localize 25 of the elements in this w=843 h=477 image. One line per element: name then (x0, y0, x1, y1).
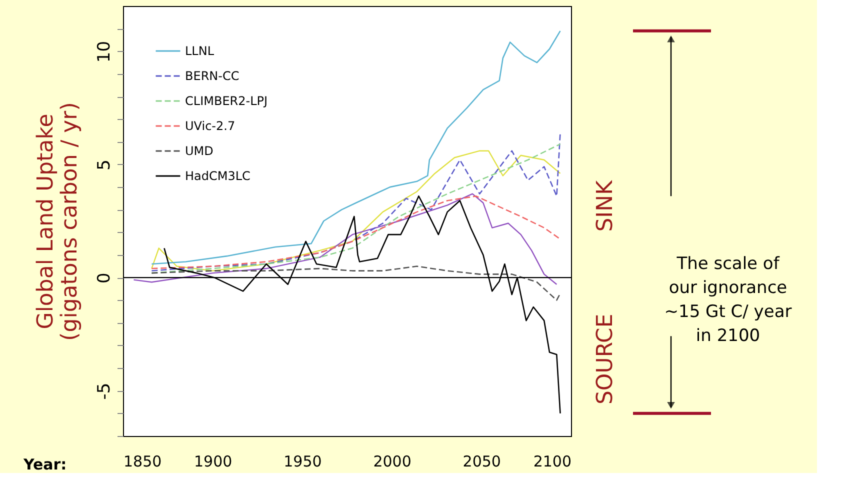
x-tick-label: 2050 (462, 452, 501, 470)
x-tick-label: 1900 (194, 452, 232, 470)
x-tick-label: 1850 (124, 452, 162, 470)
x-axis-title: Year: (22, 456, 67, 474)
line-series (151, 195, 561, 270)
legend-label: CLIMBER2-LPJ (185, 94, 268, 108)
text: SINK (593, 180, 618, 232)
text: The scale of our ignorance ~15 Gt C/ year in 2100 (664, 254, 792, 346)
legend-label: UVic-2.7 (185, 119, 236, 133)
line-series (151, 30, 561, 265)
line-series (133, 193, 558, 285)
legend-label: LLNL (185, 44, 214, 58)
y-axis-title: Global Land Uptake (gigatons carbon / yr) (34, 102, 82, 341)
legend-label: HadCM3LC (185, 169, 250, 183)
x-tick-label: 2000 (373, 452, 412, 470)
legend-label: UMD (185, 144, 214, 158)
y-tick-label: 10 (94, 40, 114, 63)
line-series (151, 266, 561, 301)
y-tick-label: 0 (94, 272, 114, 284)
legend-label: BERN-CC (185, 69, 240, 83)
y-tick-label: -5 (94, 382, 114, 400)
y-tick-label: 5 (94, 160, 114, 170)
x-tick-label: 2100 (533, 452, 572, 470)
x-tick-label: 1950 (284, 452, 322, 470)
text: SOURCE (593, 314, 618, 405)
